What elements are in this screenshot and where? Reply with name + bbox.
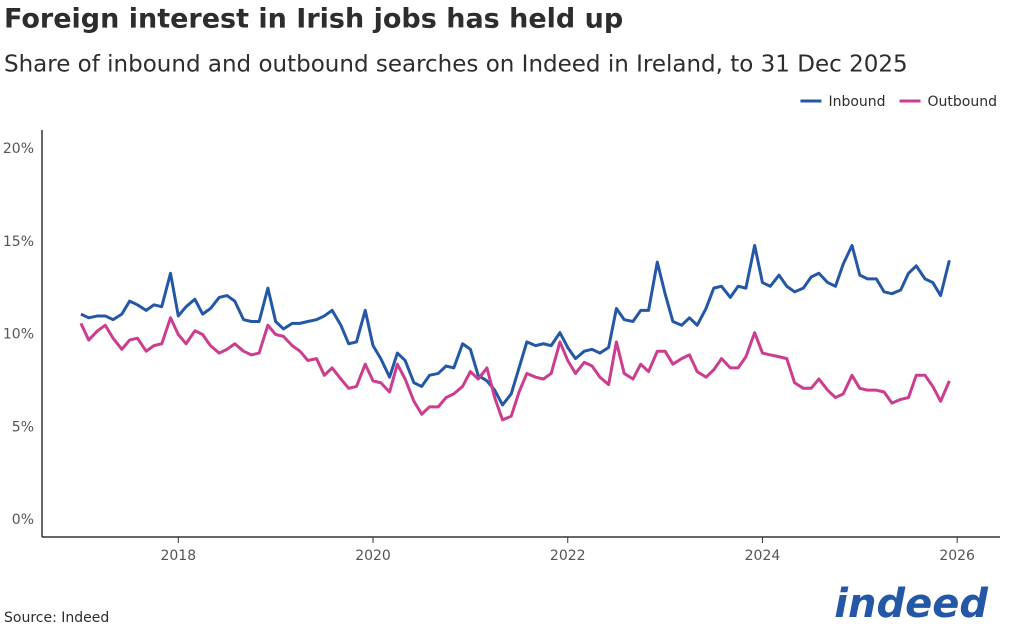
y-tick-label: 10% [3,327,34,343]
x-tick-label: 2018 [160,548,196,564]
x-tick-label: 2026 [939,548,975,564]
y-tick-label: 20% [3,141,34,157]
legend-label: Outbound [928,94,997,110]
chart-subtitle: Share of inbound and outbound searches o… [4,52,908,78]
chart-title: Foreign interest in Irish jobs has held … [4,4,623,35]
x-tick-label: 2020 [355,548,391,564]
legend-label: Inbound [828,94,885,110]
y-tick-label: 0% [12,512,34,528]
source: Source: Indeed [4,610,109,626]
logo: indeed [834,581,988,627]
x-tick-label: 2024 [745,548,781,564]
series-line [79,316,951,422]
x-tick-label: 2022 [550,548,586,564]
series-line [80,243,951,407]
y-tick-label: 5% [12,419,34,435]
y-tick-label: 15% [3,234,34,250]
